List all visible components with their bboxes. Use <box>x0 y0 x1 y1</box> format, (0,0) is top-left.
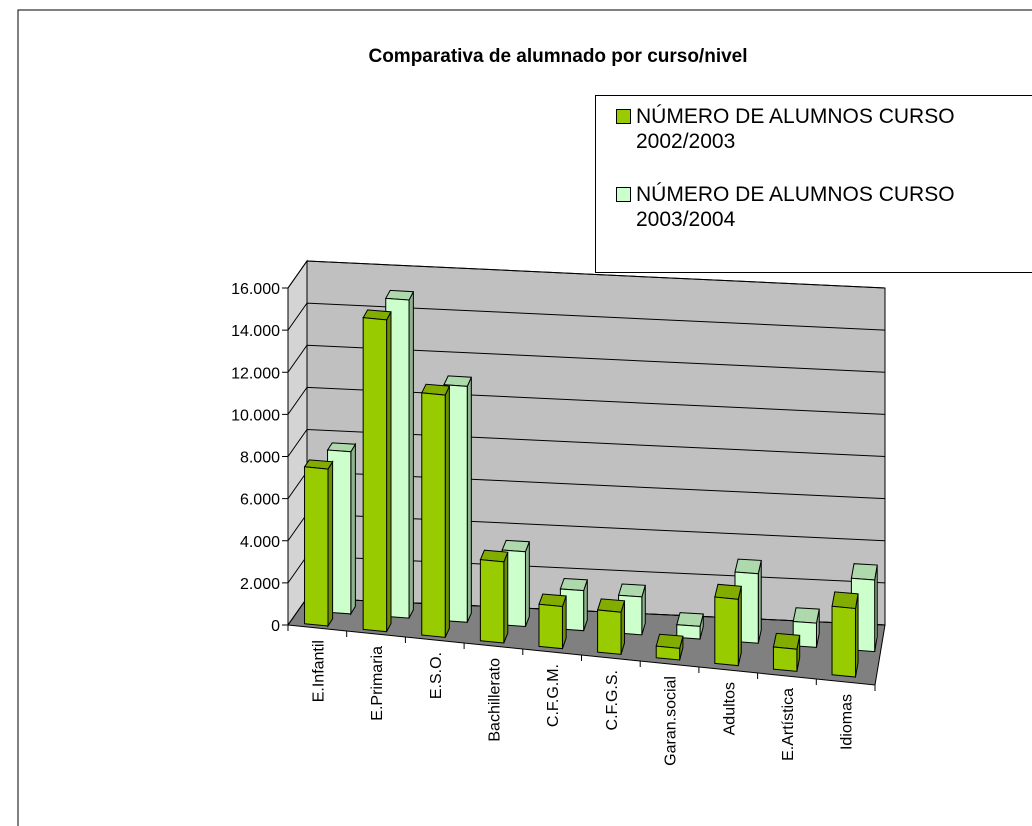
bar <box>304 466 329 627</box>
bar-side <box>350 442 356 616</box>
legend-label: NÚMERO DE ALUMNOS CURSO 2002/2003 <box>636 105 955 153</box>
bar <box>597 609 622 655</box>
bar <box>538 603 563 650</box>
legend-item: NÚMERO DE ALUMNOS CURSO 2002/2003 <box>616 104 1026 154</box>
y-tick-label: 8.000 <box>240 450 280 467</box>
legend: NÚMERO DE ALUMNOS CURSO 2002/2003 NÚMERO … <box>595 95 1032 273</box>
bar-top <box>850 563 878 581</box>
x-tick-label: E.Infantil <box>310 640 327 702</box>
y-tick-label: 6.000 <box>240 492 280 509</box>
bar <box>479 559 505 644</box>
bar-top <box>676 612 704 627</box>
y-tick-label: 4.000 <box>240 534 280 551</box>
legend-swatch <box>616 187 631 202</box>
x-tick-label: Garan.social <box>663 676 680 766</box>
bar <box>676 624 701 640</box>
y-tick-label: 2.000 <box>240 576 280 593</box>
y-tick-label: 14.000 <box>231 323 280 340</box>
x-tick-label: C.F.G.S. <box>604 670 621 730</box>
y-tick-label: 16.000 <box>231 281 280 298</box>
bar-side <box>386 311 392 632</box>
bar-top <box>792 607 820 624</box>
bar-top <box>831 591 859 610</box>
x-tick-label: C.F.G.M. <box>545 664 562 727</box>
legend-label: NÚMERO DE ALUMNOS CURSO 2003/2004 <box>636 183 955 231</box>
bar-side <box>327 460 334 628</box>
bar-top <box>734 558 762 575</box>
bar <box>831 605 856 678</box>
chart-title: Comparativa de alumnado por curso/nivel <box>368 46 747 67</box>
grid-line <box>287 260 886 289</box>
x-tick-label: Adultos <box>721 682 738 735</box>
bar-side <box>444 385 450 638</box>
y-tick-label: 10.000 <box>231 407 280 424</box>
x-tick-label: Bachillerato <box>486 658 503 742</box>
grid-line <box>287 344 886 373</box>
x-tick-label: E.Artística <box>780 688 797 761</box>
x-tick-label: Idiomas <box>839 694 856 750</box>
y-tick-label: 12.000 <box>231 365 280 382</box>
bar-side <box>408 291 414 619</box>
frame <box>17 9 1032 826</box>
bar <box>421 392 446 638</box>
grid-line <box>287 302 886 331</box>
grid-line <box>287 386 886 415</box>
bar-side <box>503 551 509 644</box>
legend-swatch <box>616 109 631 124</box>
bar <box>655 645 681 661</box>
y-tick-label: 0 <box>271 618 280 635</box>
bar-side <box>524 541 530 627</box>
bar <box>772 646 798 672</box>
bar-side <box>466 377 472 623</box>
bar <box>362 317 388 633</box>
legend-item: NÚMERO DE ALUMNOS CURSO 2003/2004 <box>616 182 1026 232</box>
x-tick-label: E.S.O. <box>428 652 445 699</box>
bar-top <box>617 583 646 598</box>
x-tick-label: E.Primaria <box>369 646 386 721</box>
bar <box>714 596 739 667</box>
grid-line <box>287 428 886 457</box>
